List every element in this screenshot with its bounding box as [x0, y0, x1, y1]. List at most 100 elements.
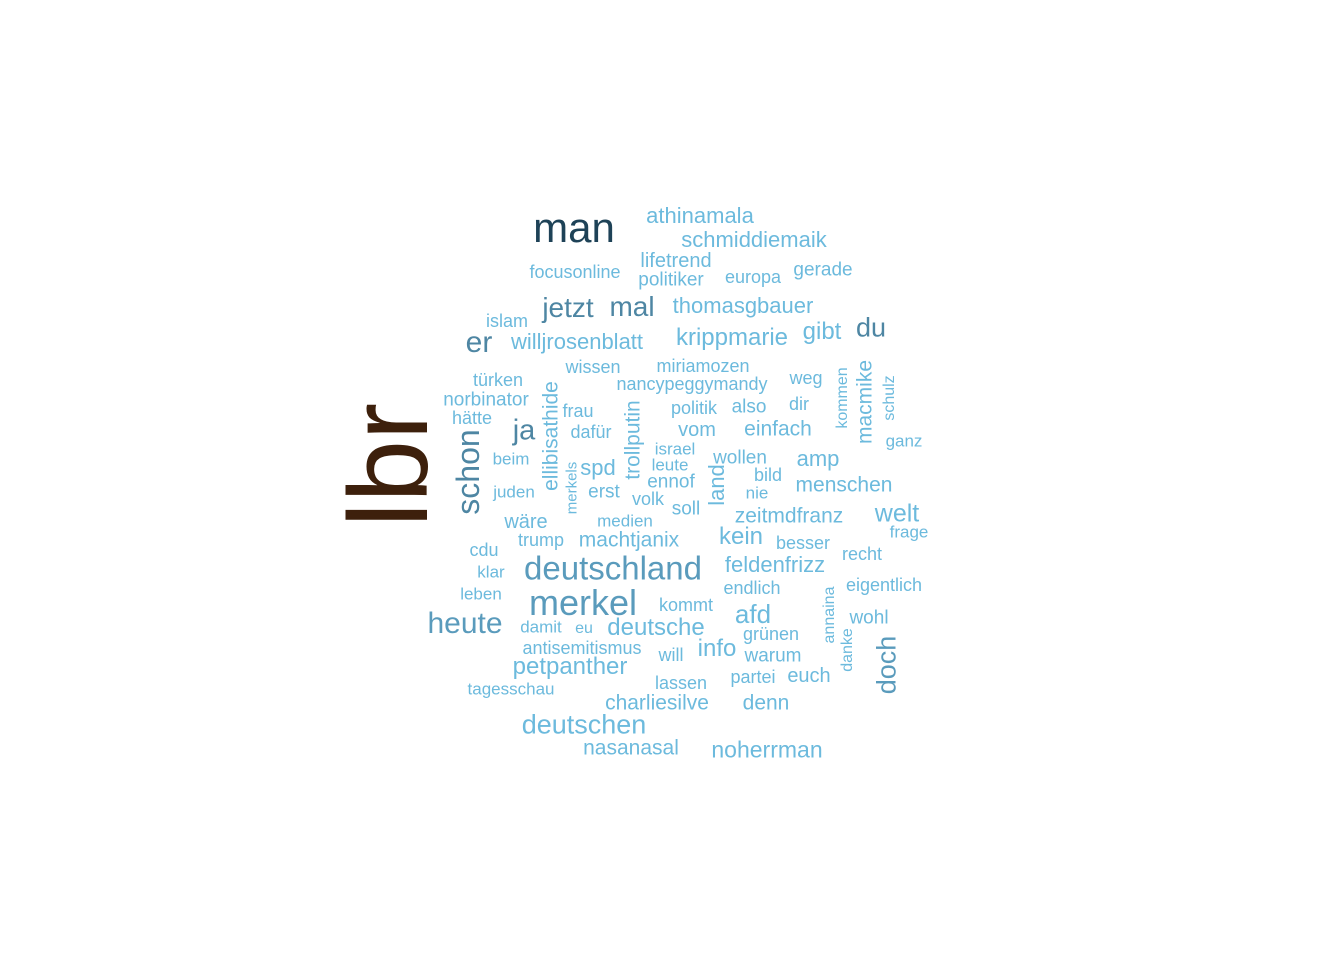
- word-nancypeggymandy: nancypeggymandy: [616, 374, 768, 394]
- word-willjrosenblatt: willjrosenblatt: [510, 329, 644, 354]
- word-erst: erst: [588, 481, 620, 503]
- word-deutsche: deutsche: [607, 614, 705, 641]
- word-deutschen: deutschen: [521, 709, 647, 740]
- word-er: er: [465, 326, 493, 359]
- word-politiker: politiker: [638, 269, 704, 291]
- word-trump: trump: [517, 530, 565, 550]
- word-merkels: merkels: [563, 461, 581, 515]
- word-lbr: lbr: [326, 402, 451, 528]
- word-charliesilve: charliesilve: [605, 691, 709, 715]
- word-also: also: [731, 396, 767, 418]
- word-kein: kein: [718, 523, 764, 550]
- word-lifetrend: lifetrend: [640, 250, 712, 272]
- word-eigentlich: eigentlich: [845, 575, 923, 595]
- word-ennof: ennof: [647, 471, 695, 493]
- word-machtjanix: machtjanix: [578, 528, 680, 552]
- word-einfach: einfach: [744, 417, 812, 441]
- word-leben: leben: [460, 584, 502, 604]
- word-besser: besser: [775, 533, 831, 553]
- word-hatte: hätte: [451, 408, 493, 428]
- word-juden: juden: [493, 482, 535, 502]
- word-ganz: ganz: [885, 431, 923, 451]
- word-man: man: [533, 204, 615, 251]
- word-lassen: lassen: [654, 673, 708, 693]
- word-petpanther: petpanther: [512, 653, 628, 680]
- word-wollen: wollen: [713, 447, 767, 469]
- word-weg: weg: [789, 368, 823, 388]
- word-tagesschau: tagesschau: [467, 679, 555, 699]
- word-warum: warum: [744, 645, 802, 667]
- word-frage: frage: [889, 522, 929, 542]
- word-gibt: gibt: [802, 318, 842, 345]
- word-info: info: [697, 635, 737, 662]
- word-land: land: [704, 464, 729, 506]
- word-amp: amp: [796, 446, 840, 471]
- word-israel: israel: [654, 439, 696, 459]
- word-mal: mal: [609, 291, 655, 322]
- word-denn: denn: [742, 691, 790, 715]
- word-annaina: annaina: [821, 586, 838, 644]
- word-volk: volk: [631, 489, 665, 509]
- word-euch: euch: [787, 665, 831, 687]
- word-ellibisathide: ellibisathide: [539, 381, 563, 491]
- word-frau: frau: [562, 401, 594, 421]
- word-klar: klar: [477, 562, 505, 582]
- word-norbinator: norbinator: [443, 389, 529, 411]
- word-bild: bild: [753, 465, 783, 485]
- word-damit: damit: [520, 617, 562, 637]
- word-beim: beim: [492, 449, 530, 469]
- word-kommt: kommt: [659, 595, 713, 615]
- word-will: will: [658, 645, 684, 665]
- word-heute: heute: [427, 607, 503, 640]
- word-afd: afd: [734, 599, 772, 629]
- word-cdu: cdu: [469, 540, 499, 560]
- word-grunen: grünen: [742, 624, 800, 644]
- word-krippmarie: krippmarie: [675, 324, 789, 351]
- word-vom: vom: [678, 419, 716, 441]
- word-soll: soll: [671, 498, 701, 520]
- word-athinamala: athinamala: [646, 203, 754, 228]
- word-europa: europa: [724, 267, 782, 287]
- word-spd: spd: [580, 455, 616, 480]
- word-politik: politik: [670, 398, 718, 418]
- word-endlich: endlich: [723, 578, 781, 598]
- word-focusonline: focusonline: [529, 262, 621, 282]
- word-ware: wäre: [504, 511, 548, 533]
- word-noherrman: noherrman: [711, 736, 823, 763]
- word-antisemitismus: antisemitismus: [522, 638, 642, 658]
- word-wissen: wissen: [565, 357, 621, 377]
- word-menschen: menschen: [795, 473, 893, 497]
- word-macmike: macmike: [853, 359, 877, 445]
- word-doch: doch: [871, 635, 902, 695]
- word-dir: dir: [788, 394, 810, 414]
- word-recht: recht: [841, 544, 883, 564]
- word-turken: türken: [472, 370, 524, 390]
- word-eu: eu: [575, 620, 593, 637]
- word-danke: danke: [839, 628, 856, 672]
- word-welt: welt: [874, 499, 920, 528]
- word-trollputin: trollputin: [621, 400, 645, 480]
- word-schon: schon: [450, 429, 486, 515]
- word-partei: partei: [730, 667, 776, 687]
- word-kommen: kommen: [834, 367, 851, 429]
- word-jetzt: jetzt: [542, 292, 594, 323]
- word-nie: nie: [745, 483, 769, 503]
- word-deutschland: deutschland: [524, 549, 702, 587]
- word-schmiddiemaik: schmiddiemaik: [681, 227, 827, 252]
- word-feldenfrizz: feldenfrizz: [724, 552, 826, 577]
- word-nasanasal: nasanasal: [583, 736, 679, 760]
- word-ja: ja: [512, 414, 536, 447]
- word-medien: medien: [597, 511, 653, 531]
- word-du: du: [855, 312, 887, 343]
- word-miriamozen: miriamozen: [656, 356, 750, 376]
- word-islam: islam: [485, 311, 529, 331]
- word-dafur: dafür: [570, 422, 612, 442]
- word-merkel: merkel: [528, 582, 638, 623]
- word-schulz: schulz: [881, 375, 898, 421]
- word-zeitmdfranz: zeitmdfranz: [734, 504, 844, 528]
- word-gerade: gerade: [793, 259, 853, 281]
- word-thomasgbauer: thomasgbauer: [672, 293, 814, 318]
- word-wohl: wohl: [849, 607, 889, 629]
- word-leute: leute: [651, 455, 689, 475]
